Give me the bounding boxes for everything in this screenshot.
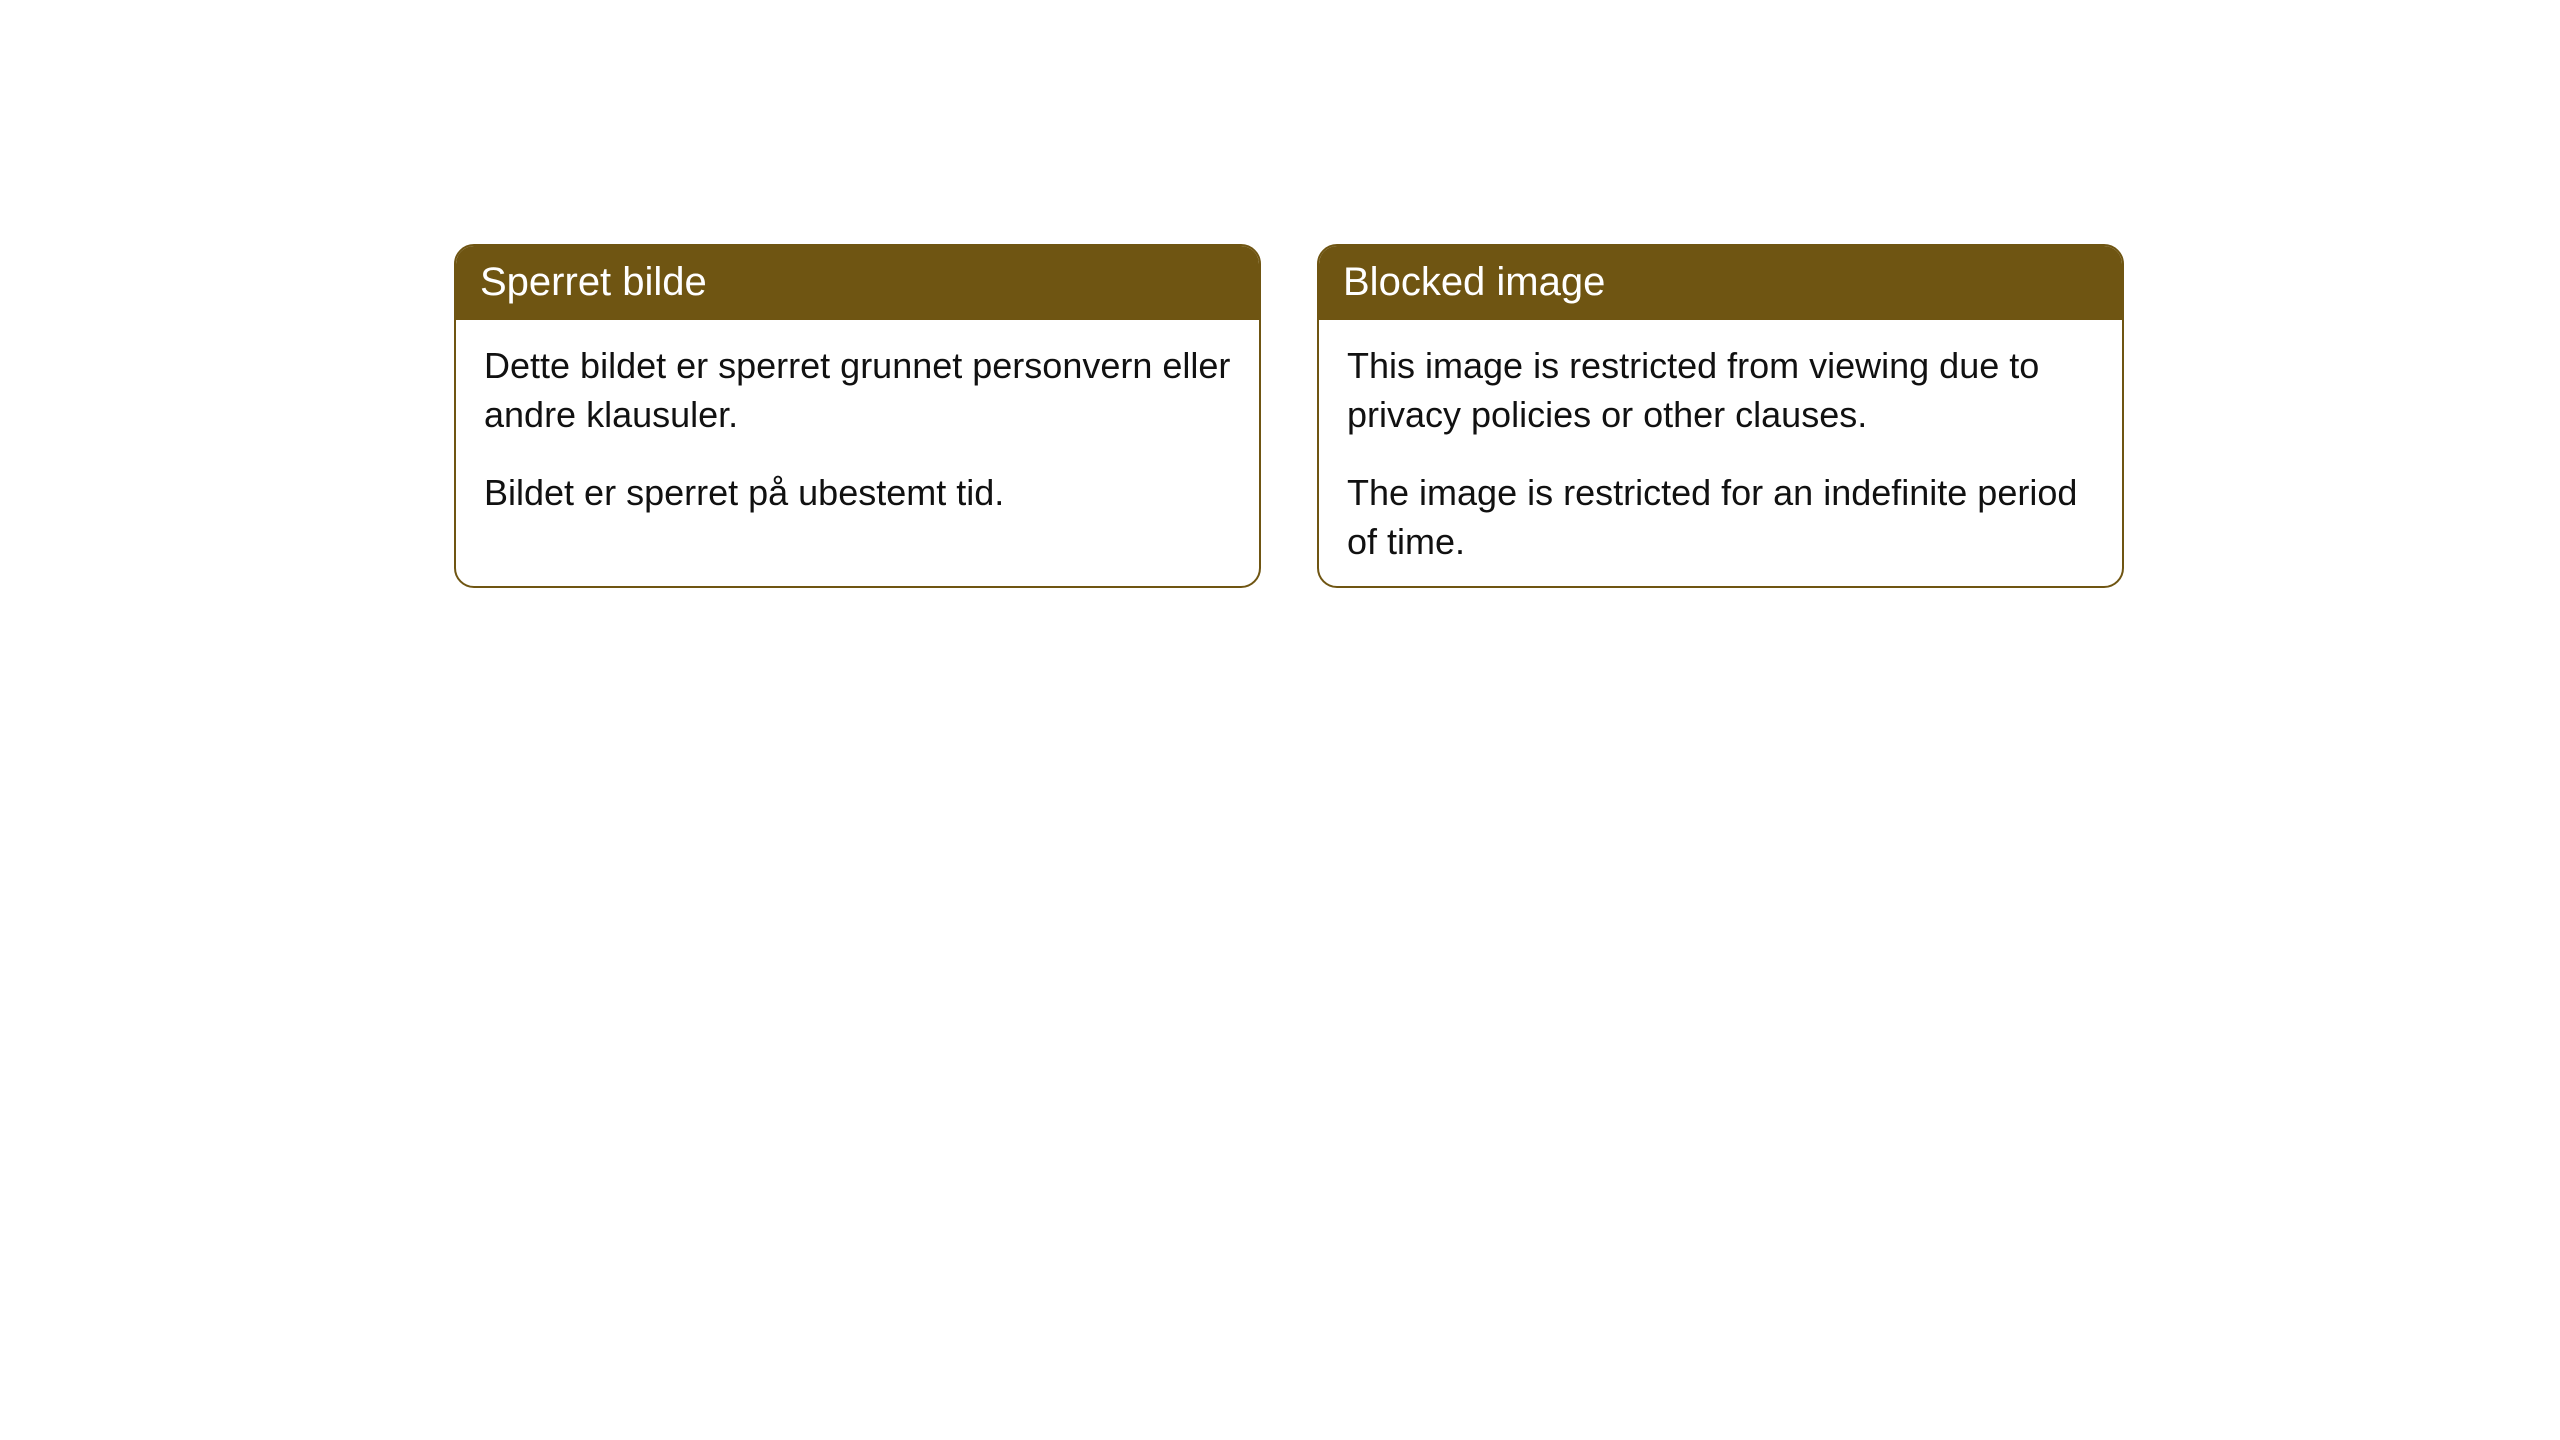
- notice-text-en-1: This image is restricted from viewing du…: [1347, 342, 2094, 439]
- notice-text-no-2: Bildet er sperret på ubestemt tid.: [484, 469, 1231, 518]
- notice-text-no-1: Dette bildet er sperret grunnet personve…: [484, 342, 1231, 439]
- panel-header-no: Sperret bilde: [456, 246, 1259, 320]
- blocked-image-panel-en: Blocked image This image is restricted f…: [1317, 244, 2124, 588]
- panel-body-no: Dette bildet er sperret grunnet personve…: [456, 320, 1259, 558]
- blocked-image-panel-no: Sperret bilde Dette bildet er sperret gr…: [454, 244, 1261, 588]
- notice-text-en-2: The image is restricted for an indefinit…: [1347, 469, 2094, 566]
- panel-header-en: Blocked image: [1319, 246, 2122, 320]
- panel-body-en: This image is restricted from viewing du…: [1319, 320, 2122, 586]
- notice-container: Sperret bilde Dette bildet er sperret gr…: [0, 0, 2560, 588]
